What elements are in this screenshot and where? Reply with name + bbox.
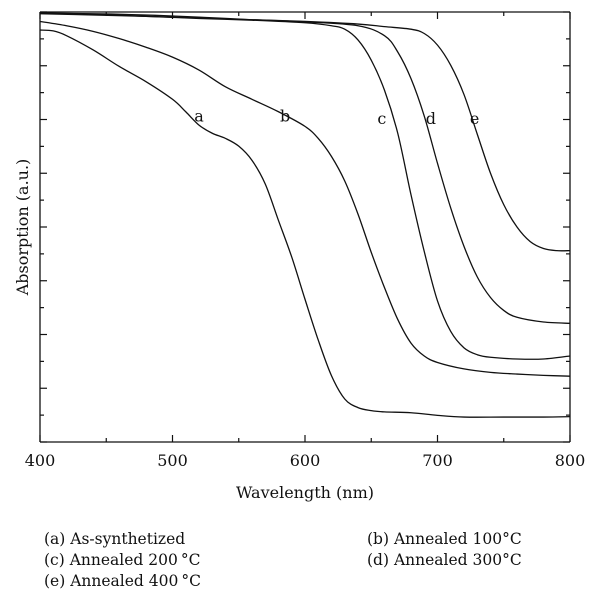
legend-item-e: (e) Annealed 400 °C bbox=[44, 572, 202, 590]
series-line-b bbox=[39, 20, 571, 377]
curve-labels: a b c d e bbox=[194, 107, 479, 128]
x-axis-title: Wavelength (nm) bbox=[236, 483, 374, 502]
curve-label-d: d bbox=[426, 109, 436, 128]
x-tick-label: 500 bbox=[157, 451, 188, 470]
y-axis-title: Absorption (a.u.) bbox=[13, 159, 32, 297]
legend-column-2: (b) Annealed 100°C (d) Annealed 300°C bbox=[367, 529, 522, 571]
legend-item-d: (d) Annealed 300°C bbox=[367, 551, 522, 569]
series-line-c bbox=[39, 12, 571, 360]
series-group bbox=[39, 12, 571, 418]
ticks bbox=[39, 11, 571, 443]
legend-item-b: (b) Annealed 100°C bbox=[367, 530, 522, 548]
x-tick-label: 700 bbox=[422, 451, 453, 470]
x-tick-label: 800 bbox=[555, 451, 586, 470]
legend-column-1: (a) As-synthetized (c) Annealed 200 °C (… bbox=[44, 529, 201, 592]
series-line-e bbox=[39, 13, 571, 252]
x-tick-labels: 400 500 600 700 800 bbox=[25, 451, 586, 470]
curve-label-a: a bbox=[194, 107, 204, 126]
series-line-a bbox=[39, 29, 571, 418]
curve-label-c: c bbox=[377, 109, 386, 128]
x-tick-label: 400 bbox=[25, 451, 56, 470]
series-line-d bbox=[39, 12, 571, 324]
curve-label-e: e bbox=[470, 109, 479, 128]
legend-item-a: (a) As-synthetized bbox=[44, 530, 186, 548]
curve-label-b: b bbox=[280, 107, 290, 126]
chart: a b c d e 400 500 600 700 800 Wavelength (nm) Ab… bbox=[13, 11, 586, 502]
x-tick-label: 600 bbox=[290, 451, 321, 470]
legend-item-c: (c) Annealed 200 °C bbox=[44, 551, 201, 569]
plot-frame bbox=[39, 11, 571, 443]
